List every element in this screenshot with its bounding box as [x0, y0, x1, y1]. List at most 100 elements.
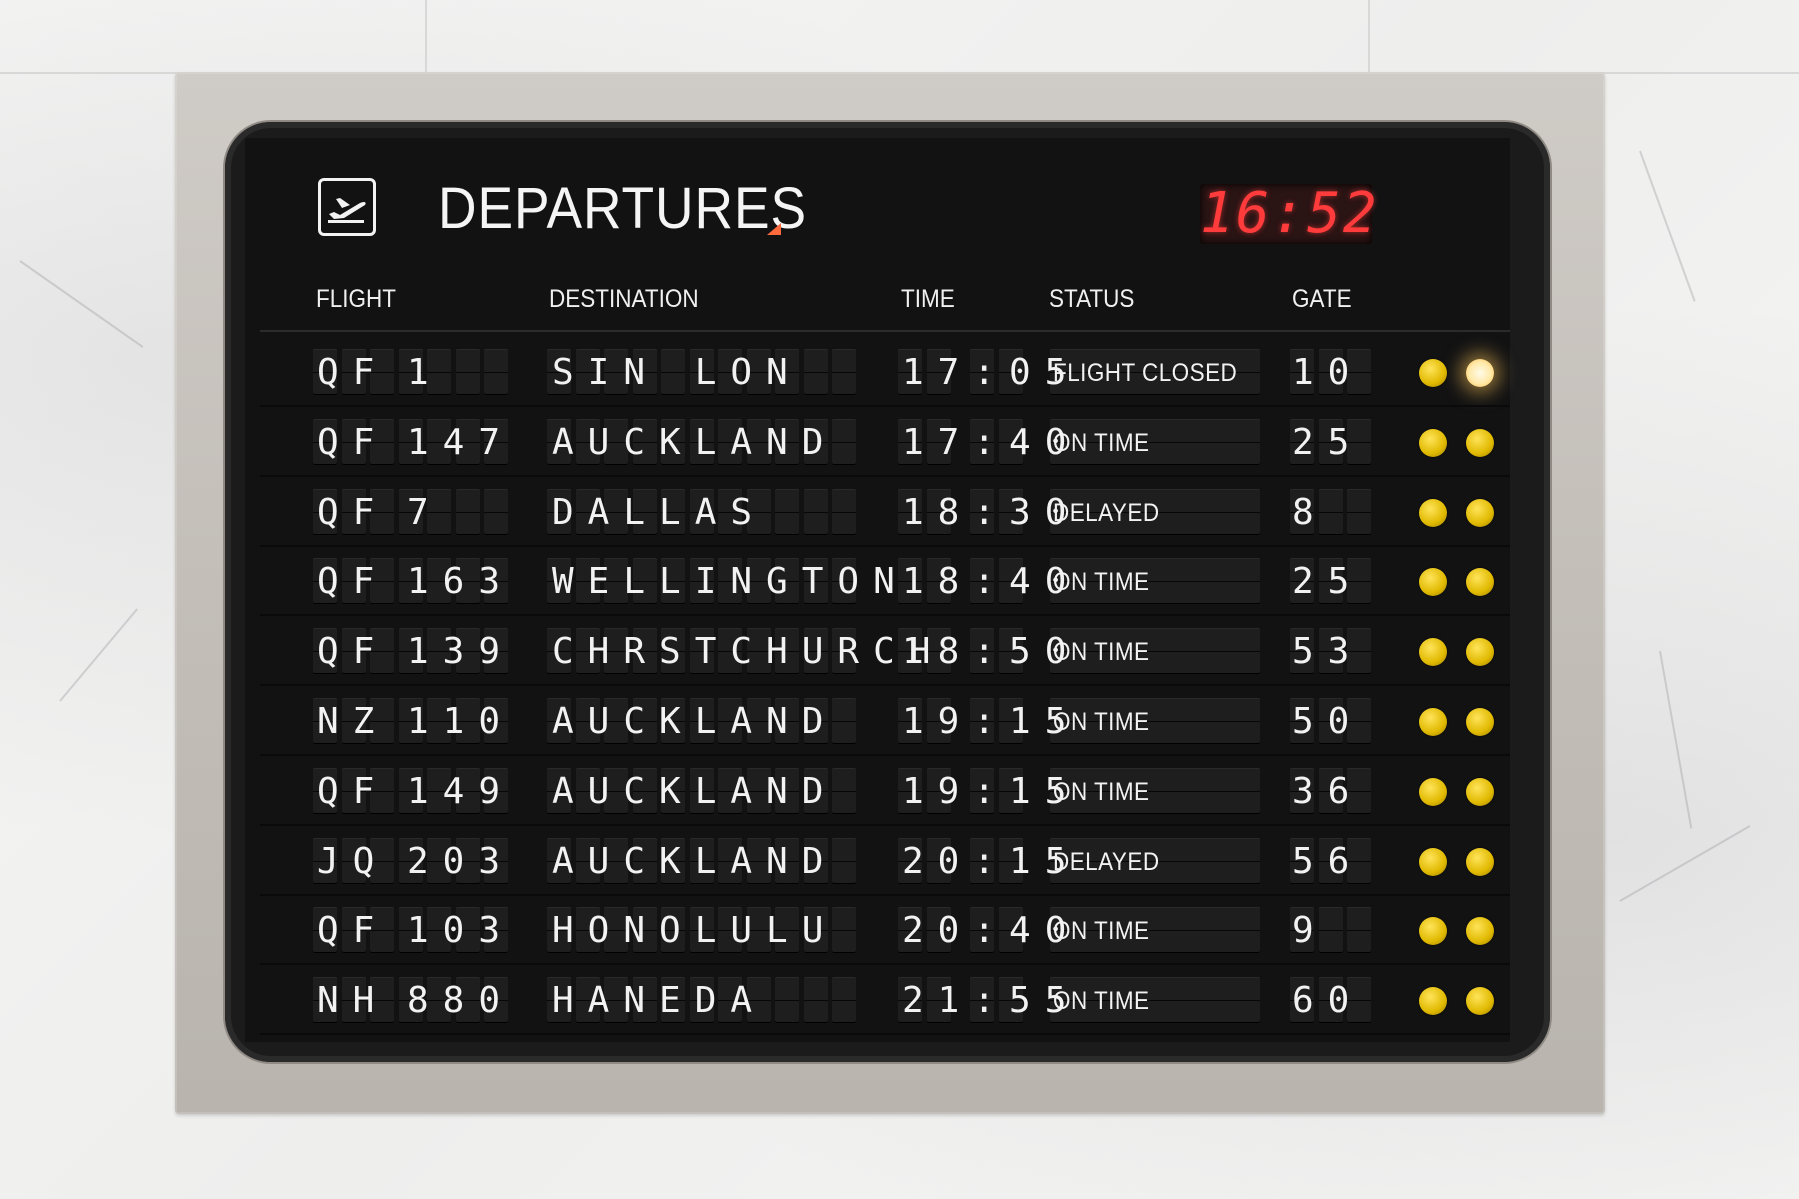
indicator-light: [1466, 359, 1494, 387]
flap-tile: [575, 907, 600, 954]
flap-tile: [1347, 907, 1371, 954]
flap-tile: [898, 837, 922, 884]
flap-tile: [661, 767, 685, 814]
flap-tile: [689, 349, 714, 395]
departure-time: 20:15: [902, 840, 1081, 882]
flap-tile: [689, 418, 714, 465]
indicator-light: [1466, 987, 1494, 1016]
flap-tile: [746, 767, 771, 814]
flap-tile: [575, 977, 600, 1024]
flap-tile: [313, 488, 337, 535]
flight-airline-code: QF: [317, 421, 389, 463]
flap-tile: [604, 767, 628, 814]
destination: DALLAS: [552, 491, 767, 533]
flap-tile: [803, 698, 828, 744]
flight-airline-code: NZ: [317, 701, 389, 742]
header-time: TIME: [901, 285, 955, 313]
flight-status: ON TIME: [1053, 917, 1150, 946]
flap-tile: [661, 349, 685, 395]
flap-tile: [604, 977, 628, 1024]
tile-joint: [425, 0, 427, 72]
flap-tile: [970, 628, 994, 675]
flap-tile: [803, 628, 828, 675]
flap-tile: [398, 349, 423, 395]
flap-tile: [1050, 907, 1260, 954]
flap-tile: [455, 977, 480, 1024]
flap-tile: [370, 837, 394, 884]
flap-tile: [898, 977, 922, 1024]
flap-tile: [832, 698, 856, 744]
flap-tile: [575, 418, 600, 465]
flight-number: 1: [407, 352, 443, 393]
flap-tile: [1050, 349, 1260, 395]
flap-tile: [718, 628, 742, 675]
indicator-light: [1419, 777, 1447, 806]
flap-tile: [398, 767, 423, 814]
flap-tile: [718, 418, 742, 465]
flap-tile: [1050, 767, 1260, 814]
indicator-light: [1419, 359, 1447, 387]
marble-vein: [1659, 650, 1693, 829]
indicator-light: [1466, 708, 1494, 736]
flap-tile: [1290, 907, 1314, 954]
departure-time: 19:15: [902, 701, 1081, 742]
flap-tile: [927, 907, 951, 954]
flap-tile: [547, 349, 571, 395]
flap-tile: [775, 767, 799, 814]
departure-time: 18:40: [902, 561, 1081, 603]
departure-row: QF 1 SIN LON 17:05 FLIGHT CLOSED 10: [260, 343, 1510, 407]
flap-tile: [1050, 488, 1260, 535]
flap-tile: [832, 977, 856, 1024]
indicator-light: [1419, 498, 1447, 527]
flap-tile: [313, 837, 337, 884]
indicator-light: [1419, 708, 1447, 736]
marble-vein: [19, 260, 144, 348]
flight-number: 149: [407, 770, 515, 812]
flap-tile: [484, 628, 508, 675]
flap-tile: [1318, 698, 1343, 744]
destination: CHRSTCHURCH: [552, 631, 945, 673]
marble-vein: [59, 608, 138, 702]
flap-tile: [661, 837, 685, 884]
flap-tile: [689, 977, 714, 1024]
flap-tile: [1318, 837, 1343, 884]
flap-tile: [1318, 977, 1343, 1024]
flap-tile: [803, 907, 828, 954]
flap-tile: [313, 698, 337, 744]
flap-tile: [718, 977, 742, 1024]
flap-tile: [898, 907, 922, 954]
flight-status: ON TIME: [1053, 987, 1150, 1016]
flap-tile: [775, 349, 799, 395]
flap-tile: [455, 698, 480, 744]
flap-tile: [803, 767, 828, 814]
gate-number: 56: [1292, 840, 1364, 882]
flight-number: 103: [407, 910, 515, 952]
flap-tile: [632, 349, 657, 395]
flap-tile: [898, 628, 922, 675]
flap-tile: [898, 558, 922, 605]
departure-row: QF 139 CHRSTCHURCH 18:50 ON TIME 53: [260, 622, 1510, 687]
flight-number: 139: [407, 631, 515, 673]
flap-tile: [661, 558, 685, 605]
flap-tile: [746, 349, 771, 395]
flap-tile: [547, 558, 571, 605]
tile-joint: [1368, 0, 1370, 72]
departure-row: QF 149 AUCKLAND 19:15 ON TIME 36: [260, 762, 1510, 826]
flap-tile: [632, 907, 657, 954]
departure-time: 20:40: [902, 910, 1081, 952]
flap-tile: [575, 628, 600, 675]
indicator-light: [1466, 917, 1494, 946]
flap-tile: [632, 977, 657, 1024]
flap-tile: [313, 907, 337, 954]
flap-tile: [1318, 349, 1343, 395]
flight-status: ON TIME: [1053, 638, 1150, 667]
flight-number: 147: [407, 421, 515, 463]
flap-tile: [832, 837, 856, 884]
destination: HANEDA: [552, 980, 767, 1022]
flap-tile: [1050, 977, 1260, 1024]
flap-tile: [370, 977, 394, 1024]
flight-number: 203: [407, 840, 515, 882]
flap-tile: [455, 628, 480, 675]
flight-airline-code: QF: [317, 491, 389, 533]
flap-tile: [398, 558, 423, 605]
